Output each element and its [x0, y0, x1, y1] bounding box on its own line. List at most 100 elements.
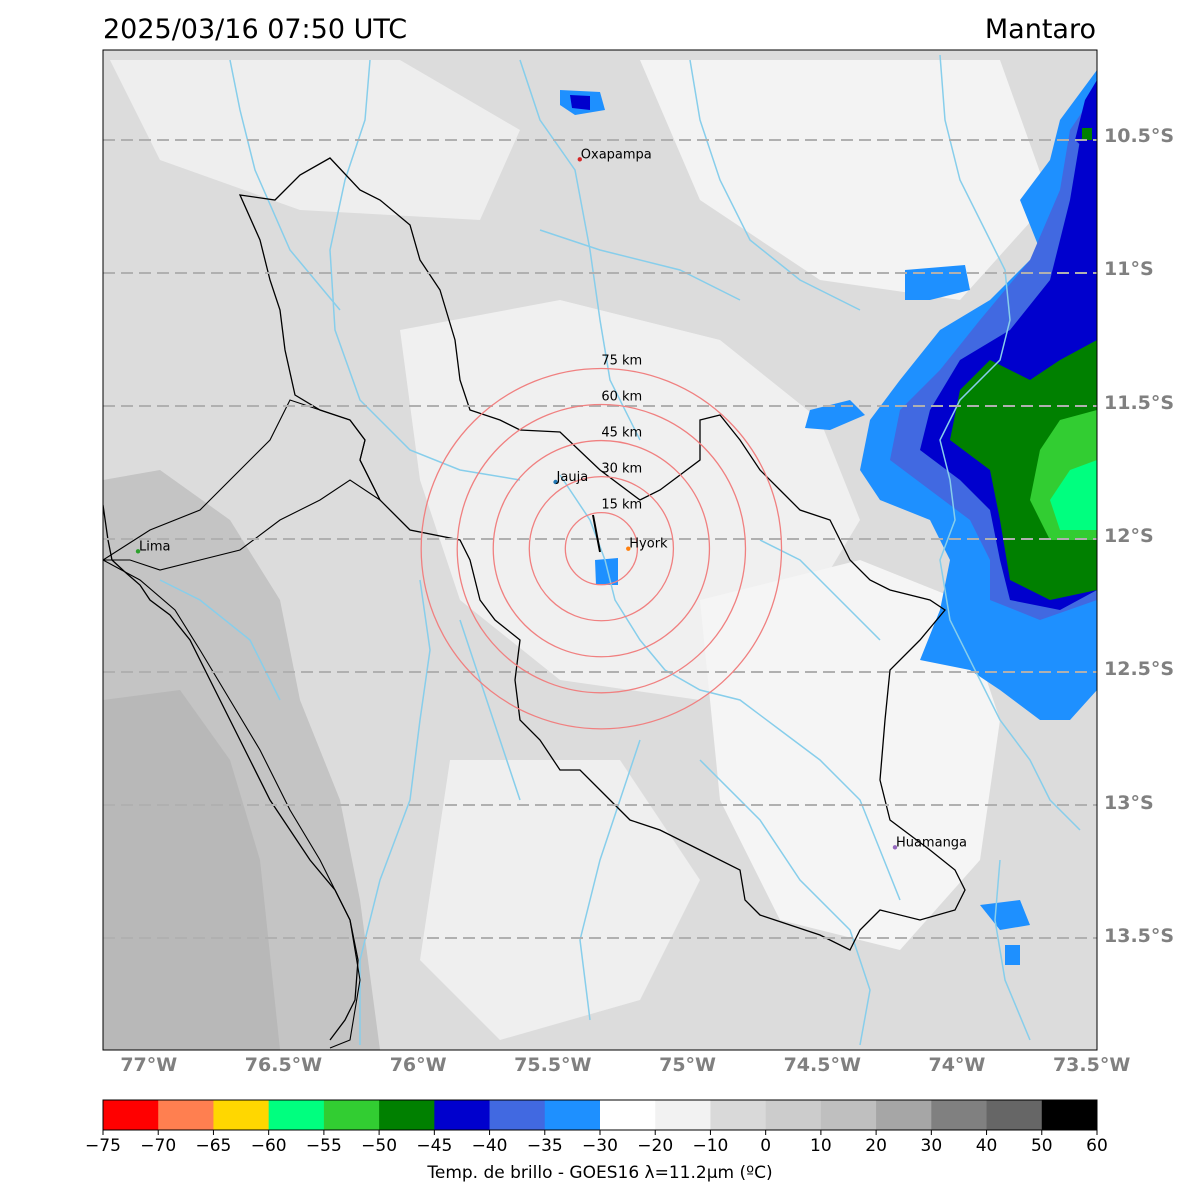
colorbar-ticks	[102, 1130, 1098, 1135]
lon-label: 76°W	[389, 1054, 447, 1076]
colorbar-tick-label: 50	[1030, 1136, 1053, 1156]
colorbar-segment	[268, 1100, 325, 1130]
colorbar-tick-label: −45	[416, 1136, 453, 1156]
colorbar-segment	[434, 1100, 491, 1130]
city-label: Oxapampa	[581, 147, 652, 162]
colorbar-segment	[213, 1100, 270, 1130]
range-ring	[420, 367, 783, 730]
map-frame	[102, 49, 1098, 1051]
map-panel: 15 km 30 km 45 km 60 km 75 km Oxapampa Jauja H…	[103, 50, 1097, 1050]
basin-boundary-mantaro	[238, 157, 966, 951]
colorbar-tick-label: 0	[760, 1136, 772, 1156]
colorbar-tick-label: 20	[865, 1136, 887, 1156]
colorbar-tick-label: −35	[526, 1136, 563, 1156]
cloud-patch-south	[980, 900, 1030, 930]
range-ring-label: 75 km	[601, 353, 642, 368]
range-ring-label: 60 km	[601, 390, 642, 405]
lat-label: 13°S	[1104, 791, 1154, 814]
lon-label: 76.5°W	[244, 1054, 323, 1076]
colorbar-segment	[489, 1100, 546, 1130]
coastline	[103, 504, 359, 1041]
colorbar-tick-label: −55	[305, 1136, 342, 1156]
lon-label: 74°W	[928, 1054, 986, 1076]
colorbar-tick-label: −65	[195, 1136, 232, 1156]
lat-label: 11.5°S	[1104, 391, 1175, 414]
colorbar-segment	[931, 1100, 988, 1130]
city-dot	[135, 549, 141, 554]
city-label: Huamanga	[896, 835, 967, 850]
colorbar	[103, 1100, 1098, 1130]
basin-boundary-south	[103, 559, 361, 1049]
lon-label: 77°W	[120, 1054, 178, 1076]
lat-label: 12.5°S	[1104, 658, 1175, 681]
lat-gridlines	[103, 139, 1097, 939]
city-dot	[892, 845, 898, 850]
range-ring	[564, 511, 639, 586]
coastal-warm-area-2	[103, 690, 280, 1050]
cloud-patch-west	[805, 400, 865, 430]
colorbar-segment	[710, 1100, 767, 1130]
radar-azimuth-line	[592, 514, 601, 553]
colorbar-segment	[986, 1100, 1043, 1130]
colorbar-segment	[323, 1100, 380, 1130]
colorbar-tick-label: −50	[361, 1136, 398, 1156]
colorbar-segment	[544, 1100, 601, 1130]
colorbar-tick-label: 30	[920, 1136, 943, 1156]
colorbar-tick-label: −60	[250, 1136, 287, 1156]
colorbar-segment	[158, 1100, 214, 1130]
range-ring-labels: 15 km 30 km 45 km 60 km 75 km	[601, 353, 642, 512]
city-dot	[553, 479, 558, 485]
city-label: Jauja	[556, 470, 589, 485]
colorbar-segment	[820, 1100, 877, 1130]
colorbar-tick-label: −40	[471, 1136, 508, 1156]
range-ring-label: 45 km	[601, 426, 642, 441]
cloud-patch-south-2	[1005, 945, 1020, 965]
colorbar-segment	[765, 1100, 822, 1130]
city-markers: Oxapampa Jauja Hyork Lima Huamanga	[135, 147, 967, 850]
timestamp-title: 2025/03/16 07:50 UTC	[103, 14, 408, 45]
lat-label: 10.5°S	[1104, 125, 1175, 147]
colorbar-segment	[876, 1100, 932, 1130]
colorbar-tick-label: 40	[975, 1136, 998, 1156]
lon-label: 73.5°W	[1052, 1054, 1131, 1076]
colorbar-tick-label: −70	[140, 1136, 177, 1156]
range-ring	[456, 403, 747, 694]
colorbar-tick-label: −10	[692, 1136, 729, 1156]
colorbar-label: Temp. de brillo - GOES16 λ=11.2μm (ºC)	[427, 1163, 773, 1183]
range-ring	[528, 475, 675, 622]
colorbar-segment	[655, 1100, 711, 1130]
colorbar-tick-label: −30	[582, 1136, 618, 1156]
lon-label: 74.5°W	[783, 1054, 861, 1076]
colorbar-tick-label: −20	[637, 1136, 674, 1156]
colorbar-tick-label: 60	[1086, 1136, 1108, 1156]
cold-cloud-area-north	[110, 60, 520, 220]
city-dot	[626, 546, 631, 551]
region-title: Mantaro	[984, 14, 1096, 45]
colorbar-segment	[1041, 1100, 1098, 1130]
colorbar-tick-label: 10	[810, 1136, 832, 1156]
lat-label: 11°S	[1104, 258, 1154, 281]
range-ring-label: 15 km	[601, 498, 642, 513]
range-ring	[492, 439, 711, 658]
colorbar-segment	[103, 1100, 159, 1130]
cloud-patch-center	[595, 558, 618, 585]
range-rings	[420, 367, 783, 730]
cold-cloud-area-ne	[640, 60, 1050, 300]
range-ring-label: 30 km	[601, 462, 642, 477]
city-label: Lima	[139, 539, 170, 554]
colorbar-segment	[379, 1100, 435, 1130]
lat-label: 13.5°S	[1104, 925, 1175, 947]
cloud-patch-north-core	[570, 95, 590, 110]
rivers	[159, 54, 1081, 1046]
city-dot	[577, 157, 582, 162]
cold-cloud-area-south	[420, 760, 700, 1040]
colorbar-segment	[600, 1100, 656, 1130]
convection-cell-small	[1082, 128, 1092, 140]
lon-label: 75°W	[659, 1054, 716, 1076]
lat-label: 12°S	[1104, 525, 1154, 547]
colorbar-tick-label: −75	[85, 1136, 121, 1156]
basin-boundary-secondary	[103, 399, 382, 571]
lon-label: 75.5°W	[514, 1054, 592, 1076]
convection-spring	[1050, 460, 1097, 530]
